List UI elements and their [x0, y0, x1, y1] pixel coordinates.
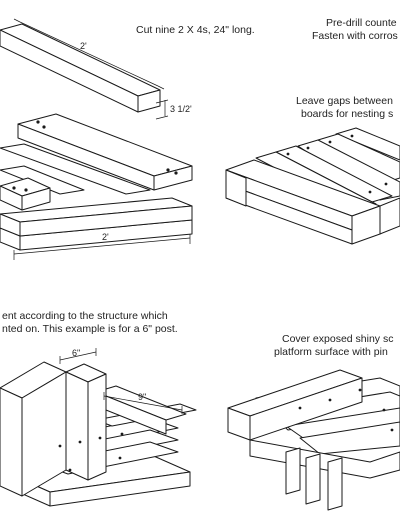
frame-drawing: 2'	[0, 113, 193, 260]
board-length-label: 2'	[80, 41, 87, 51]
single-board-drawing: 2' 3 1/2'	[0, 18, 192, 120]
board-width-label: 3 1/2'	[170, 104, 192, 114]
post-platform-drawing: 6" 9"	[0, 348, 197, 507]
covered-platform-drawing	[227, 369, 400, 511]
caption-structure-line2: nted on. This example is for a 6" post.	[2, 323, 178, 335]
gapped-platform-drawing	[225, 127, 400, 245]
caption-structure-line1: ent according to the structure which	[2, 310, 168, 322]
post-gap-label: 6"	[72, 348, 80, 358]
caption-cut-boards: Cut nine 2 X 4s, 24" long.	[136, 24, 255, 36]
caption-cover-line1: Cover exposed shiny sc	[282, 333, 394, 345]
caption-gaps-line2: boards for nesting s	[301, 108, 394, 120]
caption-predrill-line2: Fasten with corros	[312, 30, 398, 42]
caption-gaps-line1: Leave gaps between	[296, 95, 393, 107]
caption-cover-line2: platform surface with pin	[274, 346, 388, 358]
caption-predrill-line1: Pre-drill counte	[326, 17, 397, 29]
side-length-label: 9"	[138, 392, 146, 402]
frame-length-label: 2'	[102, 232, 109, 242]
